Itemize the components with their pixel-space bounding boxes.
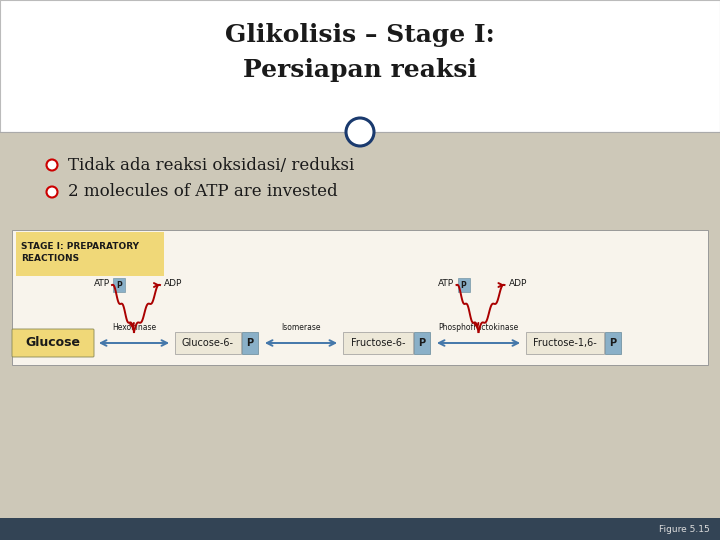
- Text: Hexokinase: Hexokinase: [112, 323, 156, 332]
- FancyBboxPatch shape: [113, 278, 125, 292]
- FancyBboxPatch shape: [175, 332, 241, 354]
- Text: Fructose-6-: Fructose-6-: [351, 338, 405, 348]
- FancyBboxPatch shape: [526, 332, 604, 354]
- Text: P: P: [116, 280, 122, 289]
- FancyBboxPatch shape: [343, 332, 413, 354]
- Text: P: P: [461, 280, 467, 289]
- Bar: [12, 230, 708, 365]
- Text: P: P: [246, 338, 253, 348]
- Text: P: P: [418, 338, 426, 348]
- Bar: [0, 0, 720, 132]
- Text: Glucose-6-: Glucose-6-: [182, 338, 234, 348]
- Text: Glikolisis – Stage I:: Glikolisis – Stage I:: [225, 23, 495, 47]
- Text: REACTIONS: REACTIONS: [21, 254, 79, 263]
- Text: Tidak ada reaksi oksidasi/ reduksi: Tidak ada reaksi oksidasi/ reduksi: [68, 157, 354, 173]
- FancyBboxPatch shape: [457, 278, 469, 292]
- FancyBboxPatch shape: [605, 332, 621, 354]
- FancyBboxPatch shape: [12, 329, 94, 357]
- Text: ADP: ADP: [508, 279, 527, 287]
- Text: ATP: ATP: [438, 279, 454, 287]
- Text: Fructose-1,6-: Fructose-1,6-: [533, 338, 597, 348]
- Text: Persiapan reaksi: Persiapan reaksi: [243, 58, 477, 82]
- Text: Isomerase: Isomerase: [282, 323, 320, 332]
- Circle shape: [346, 118, 374, 146]
- Bar: [0, 132, 720, 370]
- Text: ATP: ATP: [94, 279, 110, 287]
- Text: Glucose: Glucose: [25, 336, 81, 349]
- Text: STAGE I: PREPARATORY: STAGE I: PREPARATORY: [21, 242, 139, 251]
- Bar: [16, 232, 164, 276]
- Circle shape: [47, 186, 58, 198]
- Text: 2 molecules of ATP are invested: 2 molecules of ATP are invested: [68, 184, 338, 200]
- Text: Figure 5.15: Figure 5.15: [660, 524, 710, 534]
- Text: Phosphofructokinase: Phosphofructokinase: [438, 323, 518, 332]
- FancyBboxPatch shape: [414, 332, 430, 354]
- Bar: [0, 518, 720, 540]
- Text: ADP: ADP: [164, 279, 182, 287]
- Circle shape: [47, 159, 58, 171]
- Text: P: P: [609, 338, 616, 348]
- FancyBboxPatch shape: [242, 332, 258, 354]
